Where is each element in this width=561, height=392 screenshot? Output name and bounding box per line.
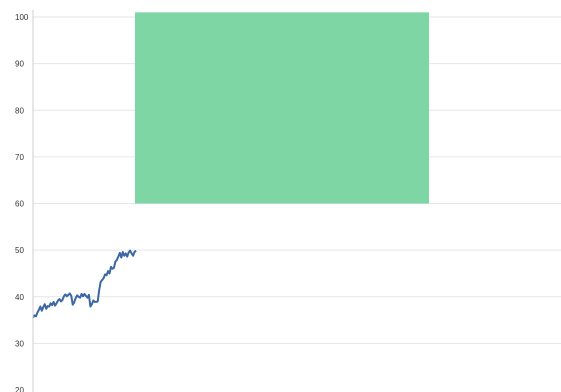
- y-axis-ticks: 20 30 40 50 60 70 80 90 100: [15, 13, 29, 392]
- y-tick-label-50: 50: [15, 246, 24, 255]
- series-line-0: [32, 249, 137, 319]
- y-tick-label-20: 20: [15, 386, 24, 392]
- y-tick-label-40: 40: [15, 293, 24, 302]
- series-layer: [32, 249, 137, 319]
- y-tick-label-100: 100: [15, 13, 29, 22]
- y-tick-label-30: 30: [15, 339, 24, 348]
- y-tick-label-80: 80: [15, 106, 24, 115]
- y-tick-label-90: 90: [15, 60, 24, 69]
- y-tick-label-60: 60: [15, 200, 24, 209]
- y-tick-label-70: 70: [15, 153, 24, 162]
- band-layer: [135, 12, 429, 204]
- shaded-region: [135, 12, 429, 204]
